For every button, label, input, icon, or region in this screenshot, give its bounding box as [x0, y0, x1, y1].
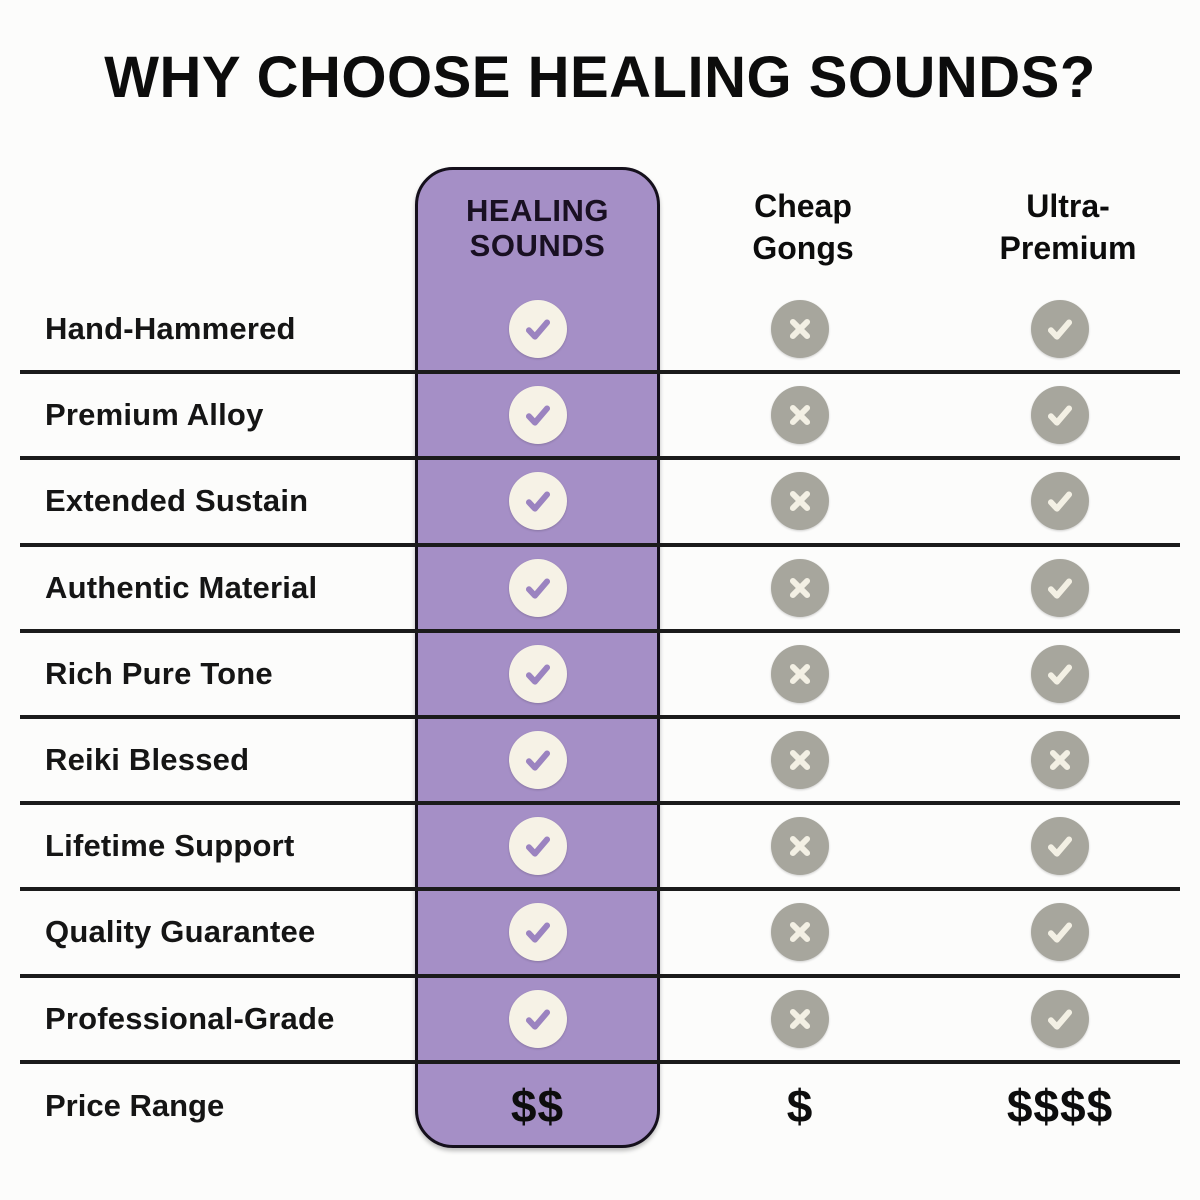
- cell-ultra: [940, 817, 1180, 876]
- check-icon: [508, 644, 567, 703]
- cross-icon: [771, 644, 829, 703]
- cell-cheap: [660, 386, 940, 445]
- feature-label: Authentic Material: [45, 569, 318, 605]
- cross-icon: [771, 903, 829, 962]
- page-title: WHY CHOOSE HEALING SOUNDS?: [104, 45, 1096, 110]
- feature-label: Extended Sustain: [45, 483, 309, 519]
- feature-label: Hand-Hammered: [45, 311, 296, 347]
- feature-row: Hand-Hammered: [20, 288, 1180, 375]
- cell-cheap: [660, 731, 940, 790]
- feature-label: Reiki Blessed: [45, 742, 250, 778]
- cell-cheap: [660, 300, 940, 359]
- cross-icon: [771, 989, 829, 1048]
- cell-ultra: [940, 558, 1180, 617]
- check-icon: [508, 989, 567, 1048]
- cell-healing: [415, 989, 660, 1048]
- check-icon: [508, 817, 567, 876]
- price-value-ultra: $$$$: [1006, 1080, 1114, 1132]
- price-row-label: Price Range: [45, 1088, 225, 1123]
- feature-row: Authentic Material: [20, 547, 1180, 633]
- feature-row: Quality Guarantee: [20, 891, 1180, 978]
- check-icon: [508, 903, 567, 962]
- cell-healing: [415, 558, 660, 617]
- check-icon: [508, 386, 567, 445]
- column-header-cheap-gongs: Cheap Gongs: [752, 188, 854, 266]
- feature-label: Quality Guarantee: [45, 914, 316, 950]
- cross-icon: [771, 300, 829, 359]
- cell-cheap: [660, 644, 940, 703]
- cross-icon: [1031, 731, 1089, 790]
- price-value-healing: $$: [510, 1080, 565, 1132]
- cross-icon: [771, 386, 829, 445]
- check-icon: [508, 300, 567, 359]
- feature-label: Rich Pure Tone: [45, 655, 273, 691]
- cell-healing: [415, 644, 660, 703]
- check-icon: [1031, 644, 1089, 703]
- cell-cheap: [660, 472, 940, 531]
- feature-row: Lifetime Support: [20, 805, 1180, 892]
- feature-label: Professional-Grade: [45, 1000, 335, 1036]
- cell-ultra: [940, 903, 1180, 962]
- cell-healing: [415, 300, 660, 359]
- cell-healing: [415, 472, 660, 531]
- price-value-cheap: $: [786, 1080, 814, 1132]
- cross-icon: [771, 472, 829, 531]
- cell-cheap: [660, 989, 940, 1048]
- check-icon: [1031, 472, 1089, 531]
- cross-icon: [771, 817, 829, 876]
- check-icon: [508, 472, 567, 531]
- check-icon: [1031, 817, 1089, 876]
- check-icon: [1031, 300, 1089, 359]
- check-icon: [508, 558, 567, 617]
- price-row: Price Range $$ $ $$$$: [20, 1064, 1180, 1148]
- cell-ultra: [940, 989, 1180, 1048]
- feature-rows: Hand-Hammered Premium Alloy Extended Sus…: [20, 288, 1180, 1064]
- feature-row: Reiki Blessed: [20, 719, 1180, 806]
- cell-cheap: [660, 558, 940, 617]
- feature-label: Premium Alloy: [45, 397, 264, 433]
- cross-icon: [771, 731, 829, 790]
- cell-healing: [415, 731, 660, 790]
- feature-label: Lifetime Support: [45, 828, 295, 864]
- feature-row: Premium Alloy: [20, 374, 1180, 461]
- column-header-ultra-premium: Ultra-Premium: [999, 188, 1137, 266]
- check-icon: [1031, 989, 1089, 1048]
- feature-row: Professional-Grade: [20, 978, 1180, 1064]
- check-icon: [508, 731, 567, 790]
- cell-ultra: [940, 300, 1180, 359]
- cell-cheap: [660, 903, 940, 962]
- cross-icon: [771, 558, 829, 617]
- check-icon: [1031, 903, 1089, 962]
- cell-ultra: [940, 731, 1180, 790]
- cell-healing: [415, 817, 660, 876]
- cell-ultra: [940, 472, 1180, 531]
- feature-row: Extended Sustain: [20, 460, 1180, 547]
- column-header-healing-sounds: HEALING SOUNDS: [466, 193, 609, 264]
- cell-healing: [415, 386, 660, 445]
- check-icon: [1031, 558, 1089, 617]
- cell-ultra: [940, 644, 1180, 703]
- cell-healing: [415, 903, 660, 962]
- check-icon: [1031, 386, 1089, 445]
- cell-ultra: [940, 386, 1180, 445]
- feature-row: Rich Pure Tone: [20, 633, 1180, 719]
- cell-cheap: [660, 817, 940, 876]
